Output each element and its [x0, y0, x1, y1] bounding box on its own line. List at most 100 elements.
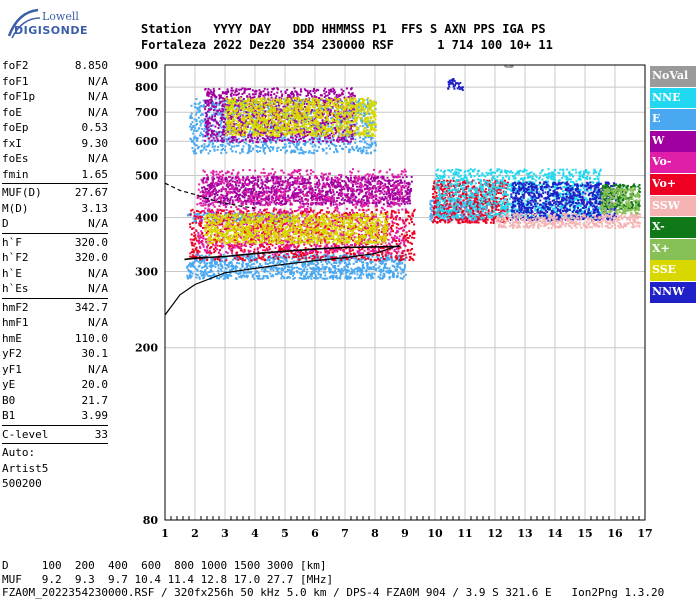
echo-point	[312, 152, 315, 155]
echo-point	[190, 112, 193, 115]
echo-point	[364, 183, 367, 186]
echo-point	[369, 260, 372, 263]
echo-point	[236, 266, 239, 269]
echo-point	[288, 263, 291, 266]
echo-point	[211, 102, 214, 105]
echo-point	[326, 100, 329, 103]
echo-point	[221, 266, 224, 269]
echo-point	[343, 202, 346, 205]
echo-point	[193, 261, 196, 264]
param-row: M(D) 3.13	[2, 201, 108, 217]
echo-point	[269, 102, 272, 105]
echo-point	[323, 266, 326, 269]
echo-point	[276, 105, 279, 108]
echo-point	[303, 269, 306, 272]
echo-point	[290, 150, 293, 153]
echo-point	[285, 139, 288, 142]
echo-point	[335, 259, 338, 262]
param-row: fmin 1.65	[2, 167, 108, 183]
echo-point	[209, 125, 212, 128]
echo-point	[302, 143, 305, 146]
echo-point	[237, 218, 240, 221]
echo-point	[366, 265, 369, 268]
echo-point	[317, 96, 320, 99]
echo-point	[381, 262, 384, 265]
echo-point	[335, 275, 338, 278]
echo-point	[219, 268, 222, 271]
echo-point	[299, 93, 302, 96]
echo-point	[396, 265, 399, 268]
echo-point	[357, 276, 360, 279]
param-note: Auto:	[2, 446, 36, 459]
echo-point	[342, 112, 345, 115]
echo-point	[309, 272, 312, 275]
echo-point	[326, 140, 329, 143]
echo-point	[202, 135, 205, 138]
echo-point	[281, 264, 284, 267]
echo-point	[364, 112, 367, 115]
echo-point	[391, 191, 394, 194]
echo-point	[343, 262, 346, 265]
echo-point	[331, 181, 334, 184]
echo-point	[213, 145, 216, 148]
echo-point	[192, 125, 195, 128]
echo-point	[365, 192, 368, 195]
echo-point	[209, 101, 212, 104]
echo-point	[213, 259, 216, 262]
echo-point	[375, 269, 378, 272]
echo-point	[248, 188, 251, 191]
echo-point	[403, 265, 406, 268]
echo-point	[271, 148, 274, 151]
echo-point	[216, 148, 219, 151]
echo-point	[296, 120, 299, 123]
echo-point	[374, 149, 377, 152]
echo-point	[194, 148, 197, 151]
echo-point	[376, 175, 379, 178]
echo-point	[364, 178, 367, 181]
echo-point	[228, 136, 231, 139]
echo-point	[273, 112, 276, 115]
echo-point	[321, 122, 324, 125]
echo-point	[287, 211, 290, 214]
echo-point	[325, 142, 328, 145]
echo-point	[242, 261, 245, 264]
echo-point	[397, 262, 400, 265]
echo-point	[226, 124, 229, 127]
echo-point	[351, 272, 354, 275]
echo-point	[291, 263, 294, 266]
echo-point	[345, 253, 348, 256]
echo-point	[251, 181, 254, 184]
echo-point	[267, 94, 270, 97]
echo-point	[195, 113, 198, 116]
echo-point	[315, 264, 318, 267]
echo-point	[310, 151, 313, 154]
echo-point	[371, 255, 374, 258]
echo-point	[371, 190, 374, 193]
echo-point	[284, 176, 287, 179]
echo-point	[351, 146, 354, 149]
echo-point	[217, 269, 220, 272]
echo-point	[338, 119, 341, 122]
echo-point	[368, 272, 371, 275]
echo-point	[339, 261, 342, 264]
echo-point	[244, 105, 247, 108]
echo-point	[237, 141, 240, 144]
param-value: 30.1	[81, 347, 109, 360]
echo-point	[227, 186, 230, 189]
echo-point	[243, 89, 246, 92]
echo-point	[247, 271, 250, 274]
echo-point	[269, 179, 272, 182]
echo-point	[196, 273, 199, 276]
echo-point	[398, 262, 401, 265]
echo-point	[273, 93, 276, 96]
echo-point	[307, 261, 310, 264]
echo-point	[304, 256, 307, 259]
echo-point	[302, 151, 305, 154]
echo-point	[337, 197, 340, 200]
echo-point	[384, 259, 387, 262]
echo-point	[327, 255, 330, 258]
echo-point	[284, 254, 287, 257]
echo-point	[223, 274, 226, 277]
param-name: D	[2, 217, 9, 230]
echo-point	[228, 274, 231, 277]
